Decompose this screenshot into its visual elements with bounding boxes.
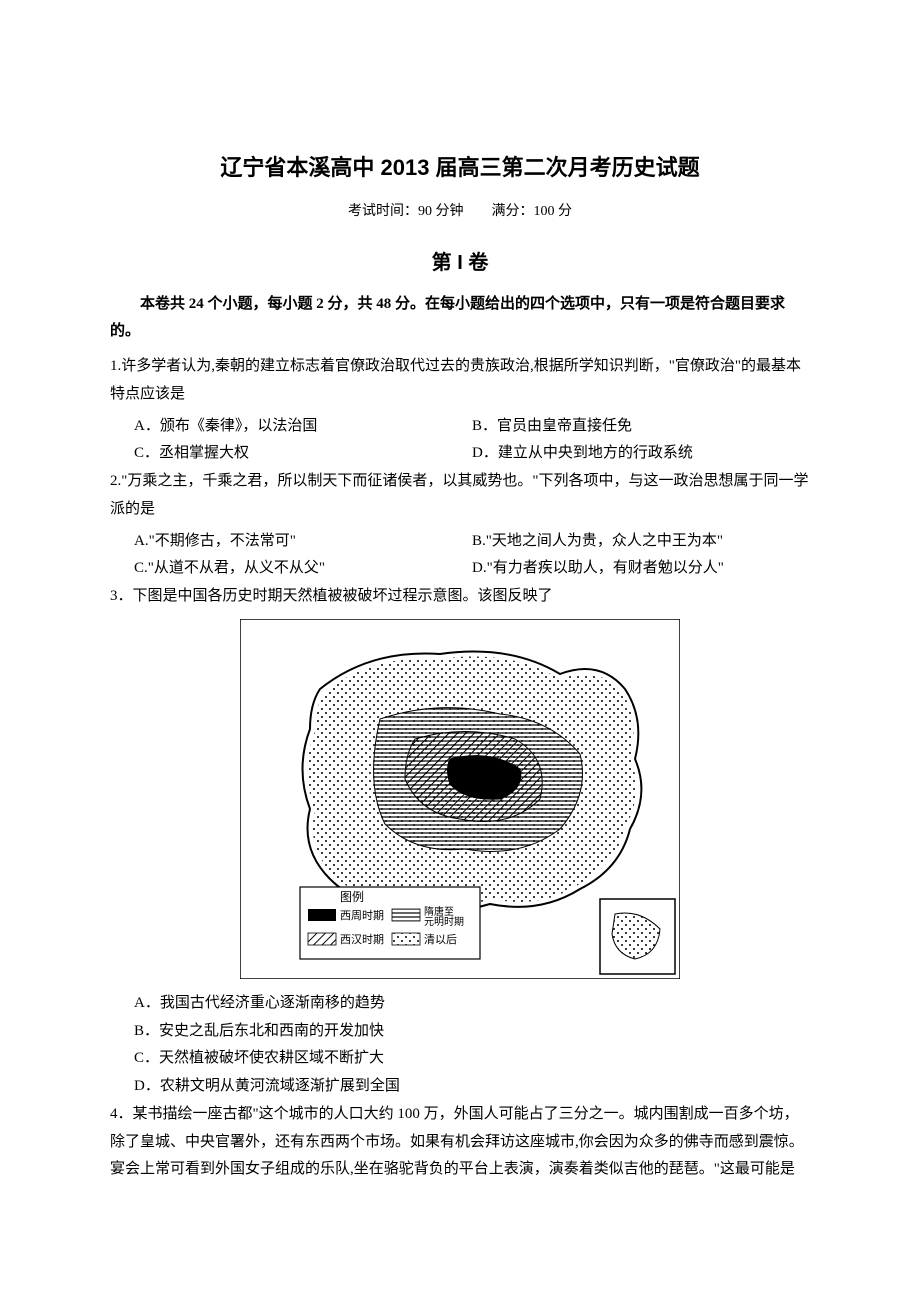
section-instructions: 本卷共 24 个小题，每小题 2 分，共 48 分。在每小题给出的四个选项中，只… [110, 291, 810, 345]
q2-option-c: C."从道不从君，从义不从父" [134, 555, 472, 583]
question-1-options-row2: C．丞相掌握大权 D．建立从中央到地方的行政系统 [110, 440, 810, 468]
q3-option-d: D．农耕文明从黄河流域逐渐扩展到全国 [110, 1073, 810, 1101]
q2-option-d: D."有力者疾以助人，有财者勉以分人" [472, 555, 810, 583]
legend-item-1: 西周时期 [340, 909, 384, 922]
q1-option-c: C．丞相掌握大权 [134, 440, 472, 468]
question-1-options-row1: A．颁布《秦律》，以法治国 B．官员由皇帝直接任免 [110, 413, 810, 441]
exam-meta: 考试时间：90 分钟 满分：100 分 [110, 200, 810, 220]
china-vegetation-map: 图例 西周时期 隋唐至 元明时期 西汉时期 清以后 [240, 619, 680, 979]
legend-item-3: 西汉时期 [340, 933, 384, 946]
question-3-text: 3．下图是中国各历史时期天然植被被破坏过程示意图。该图反映了 [110, 583, 810, 611]
question-2-text: 2."万乘之主，千乘之君，所以制天下而征诸侯者，以其威势也。"下列各项中，与这一… [110, 468, 810, 524]
q2-option-b: B."天地之间人为贵，众人之中王为本" [472, 528, 810, 556]
section-heading: 第 I 卷 [110, 246, 810, 275]
map-figure: 图例 西周时期 隋唐至 元明时期 西汉时期 清以后 [110, 619, 810, 984]
q3-option-b: B．安史之乱后东北和西南的开发加快 [110, 1018, 810, 1046]
q3-option-c: C．天然植被破坏使农耕区域不断扩大 [110, 1045, 810, 1073]
q3-option-a: A．我国古代经济重心逐渐南移的趋势 [110, 990, 810, 1018]
q1-option-a: A．颁布《秦律》，以法治国 [134, 413, 472, 441]
question-1-text: 1.许多学者认为,秦朝的建立标志着官僚政治取代过去的贵族政治,根据所学知识判断，… [110, 353, 810, 409]
question-2-options-row2: C."从道不从君，从义不从父" D."有力者疾以助人，有财者勉以分人" [110, 555, 810, 583]
legend-item-2b: 元明时期 [424, 916, 464, 928]
q2-option-a: A."不期修古，不法常可" [134, 528, 472, 556]
question-4-text: 4．某书描绘一座古都"这个城市的人口大约 100 万，外国人可能占了三分之一。城… [110, 1101, 810, 1184]
legend-title: 图例 [340, 890, 364, 904]
question-2-options-row1: A."不期修古，不法常可" B."天地之间人为贵，众人之中王为本" [110, 528, 810, 556]
q1-option-b: B．官员由皇帝直接任免 [472, 413, 810, 441]
q1-option-d: D．建立从中央到地方的行政系统 [472, 440, 810, 468]
exam-title: 辽宁省本溪高中 2013 届高三第二次月考历史试题 [110, 150, 810, 182]
legend-item-4: 清以后 [424, 933, 457, 946]
